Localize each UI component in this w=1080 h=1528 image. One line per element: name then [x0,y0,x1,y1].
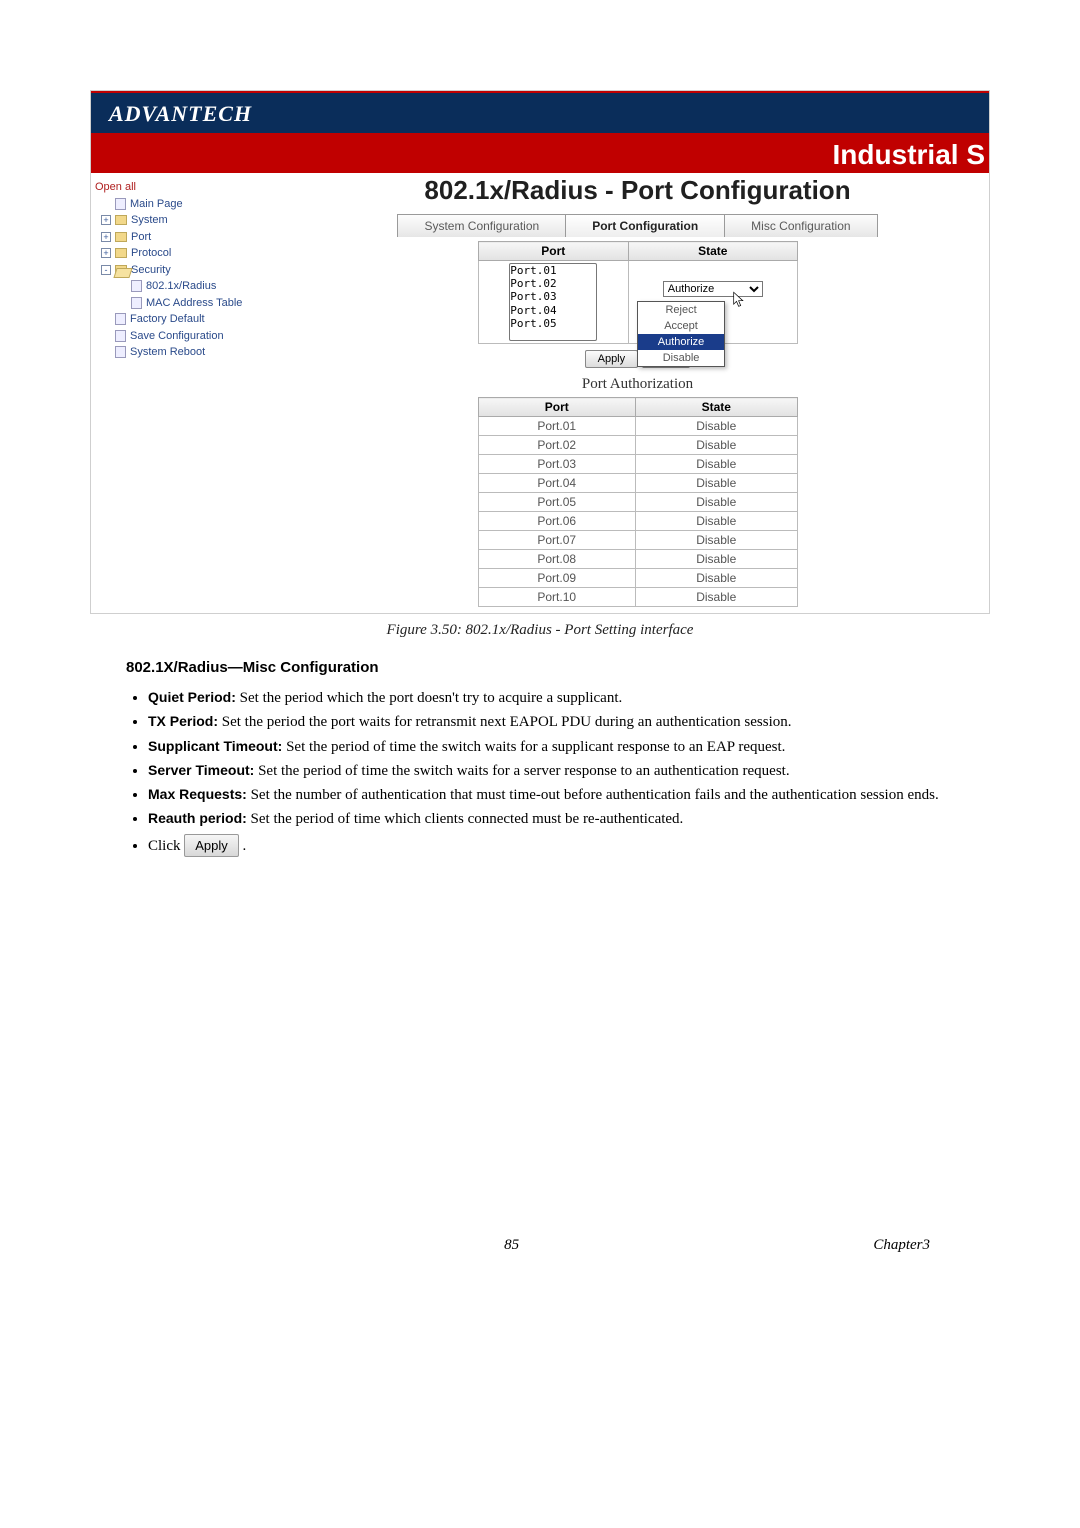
dropdown-option[interactable]: Disable [638,350,724,366]
sidebar-item[interactable]: Main Page [95,196,282,213]
list-item: Supplicant Timeout: Set the period of ti… [148,737,950,757]
page-icon [131,297,142,309]
sidebar-item-label: 802.1x/Radius [146,278,216,295]
auth-col: State [635,398,797,417]
sidebar-item-label: Factory Default [130,311,205,328]
list-item: Max Requests: Set the number of authenti… [148,785,950,805]
page-title: 802.1x/Radius - Port Configuration [286,173,989,214]
chapter-label: Chapter3 [873,1237,930,1254]
apply-chip: Apply [184,834,239,858]
list-item: Server Timeout: Set the period of time t… [148,761,950,781]
sidebar-item-label: Main Page [130,196,183,213]
folder-icon [115,248,127,258]
sidebar-item[interactable]: - Security [95,262,282,279]
table-row: Port.04Disable [478,474,797,493]
table-row: Port.03Disable [478,455,797,474]
sidebar-item[interactable]: System Reboot [95,344,282,361]
table-row: Port.10Disable [478,588,797,607]
sidebar-item[interactable]: + Port [95,229,282,246]
state-select[interactable]: Authorize [663,281,763,297]
click-post: . [243,838,247,854]
auth-caption: Port Authorization [442,372,834,397]
folder-open-icon [115,265,127,275]
table-row: Port.05Disable [478,493,797,512]
page-icon [131,280,142,292]
page-icon [115,313,126,325]
sidebar-item-label: MAC Address Table [146,295,242,312]
apply-button[interactable]: Apply [585,350,639,368]
page-number: 85 [504,1237,519,1254]
port-auth-table: PortStatePort.01DisablePort.02DisablePor… [478,397,798,607]
expand-icon[interactable]: + [101,215,111,225]
sidebar-item-label: System [131,212,168,229]
content-area: 802.1x/Radius - Port Configuration Syste… [286,173,989,613]
table-row: Port.09Disable [478,569,797,588]
table-row: Port.08Disable [478,550,797,569]
page-icon [115,346,126,358]
nav-sidebar: Open all Main Page+System+Port+Protocol-… [91,173,286,613]
auth-col: Port [478,398,635,417]
doc-click-line: Click Apply . [148,834,950,858]
table-row: Port.01Disable [478,417,797,436]
sidebar-item-label: Port [131,229,151,246]
tab[interactable]: Misc Configuration [725,214,877,237]
tab-bar: System ConfigurationPort ConfigurationMi… [286,214,989,237]
sidebar-item[interactable]: Save Configuration [95,328,282,345]
sidebar-item-label: Security [131,262,171,279]
sidebar-item-label: Save Configuration [130,328,224,345]
list-item: Quiet Period: Set the period which the p… [148,688,950,708]
figure-caption: Figure 3.50: 802.1x/Radius - Port Settin… [90,622,990,639]
table-row: Port.06Disable [478,512,797,531]
brand-bar: ADVANTECH [91,91,989,133]
tab[interactable]: System Configuration [397,214,566,237]
dropdown-option[interactable]: Accept [638,318,724,334]
expand-icon[interactable]: - [101,265,111,275]
sidebar-item[interactable]: Factory Default [95,311,282,328]
brand-logo: ADVANTECH [109,101,252,126]
list-item: TX Period: Set the period the port waits… [148,712,950,732]
col-state: State [629,242,797,261]
state-dropdown-open[interactable]: RejectAcceptAuthorizeDisable [637,301,725,367]
port-select[interactable]: Port.01Port.02Port.03Port.04Port.05 [509,263,597,341]
sidebar-item[interactable]: + System [95,212,282,229]
click-pre: Click [148,838,184,854]
expand-icon[interactable]: + [101,248,111,258]
dropdown-option[interactable]: Authorize [638,334,724,350]
folder-icon [115,215,127,225]
sidebar-item-label: Protocol [131,245,171,262]
sidebar-item[interactable]: MAC Address Table [95,295,282,312]
page-icon [115,330,126,342]
doc-heading: 802.1X/Radius—Misc Configuration [126,659,990,676]
page-icon [115,198,126,210]
table-row: Port.02Disable [478,436,797,455]
sidebar-item[interactable]: 802.1x/Radius [95,278,282,295]
sidebar-item[interactable]: + Protocol [95,245,282,262]
expand-icon[interactable]: + [101,232,111,242]
page-footer: 85 Chapter3 [150,1237,930,1254]
dropdown-option[interactable]: Reject [638,302,724,318]
table-row: Port.07Disable [478,531,797,550]
open-all-link[interactable]: Open all [95,179,282,196]
col-port: Port [478,242,629,261]
hero-banner: Industrial S [91,133,989,173]
port-config-table: Port State Port.01Port.02Port.03Port.04P… [478,241,798,344]
tab[interactable]: Port Configuration [566,214,725,237]
list-item: Reauth period: Set the period of time wh… [148,809,950,829]
folder-icon [115,232,127,242]
doc-bullets: Quiet Period: Set the period which the p… [148,688,950,830]
sidebar-item-label: System Reboot [130,344,205,361]
app-screenshot: ADVANTECH Industrial S Open all Main Pag… [90,90,990,614]
